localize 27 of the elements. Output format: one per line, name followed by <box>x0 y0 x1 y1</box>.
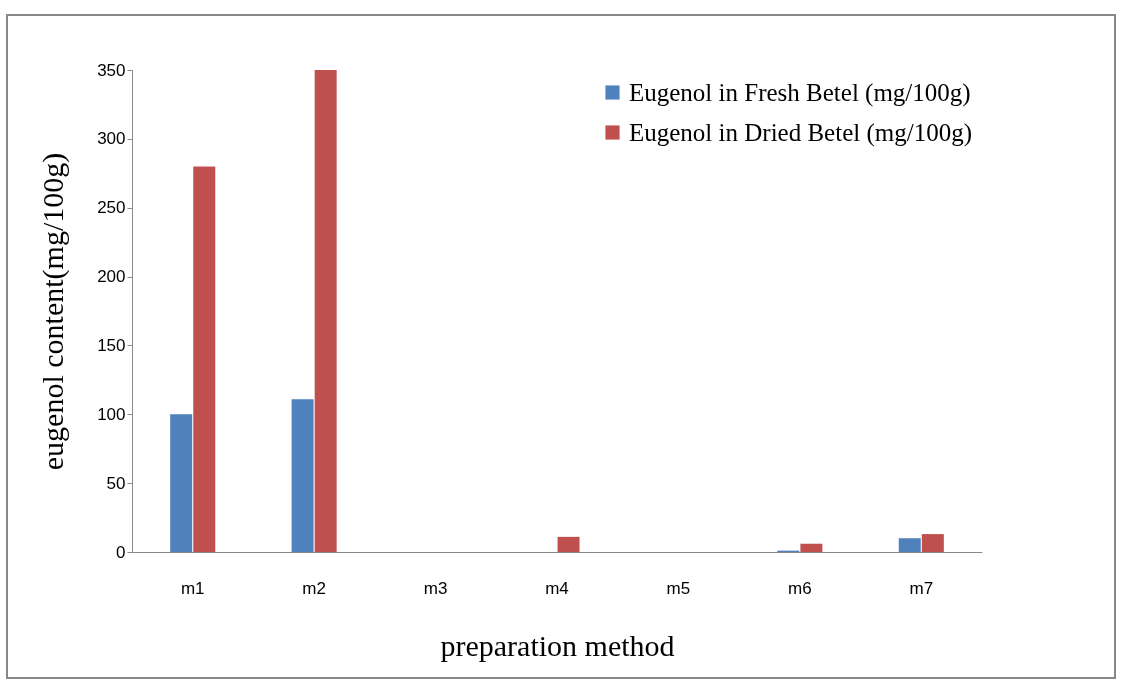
x-tick-label: m6 <box>788 578 812 598</box>
legend-label: Eugenol in Fresh Betel (mg/100g) <box>629 78 971 107</box>
bar <box>193 166 216 552</box>
bar <box>170 414 193 552</box>
x-axis-title: preparation method <box>440 628 675 662</box>
x-tick-label: m5 <box>666 578 691 598</box>
x-tick-label: m7 <box>909 578 934 598</box>
bar <box>921 534 944 552</box>
y-tick-label: 300 <box>97 129 126 149</box>
y-tick-label: 350 <box>97 60 126 80</box>
y-axis-title: eugenol content(mg/100g) <box>36 152 71 471</box>
y-tick-label: 50 <box>106 473 126 493</box>
y-tick-label: 200 <box>97 267 126 287</box>
x-tick-label: m3 <box>423 578 448 598</box>
legend-label: Eugenol in Dried Betel (mg/100g) <box>629 118 972 147</box>
y-tick-label: 0 <box>116 542 126 562</box>
x-tick-label: m4 <box>545 578 569 598</box>
bar <box>898 538 921 552</box>
bar <box>314 70 337 552</box>
bar <box>800 543 823 552</box>
y-tick-label: 150 <box>97 335 126 355</box>
x-tick-label: m1 <box>180 578 205 598</box>
bar <box>291 399 314 552</box>
bar <box>557 536 580 552</box>
x-tick-label: m2 <box>302 578 326 598</box>
y-tick-label: 100 <box>97 404 126 424</box>
y-tick-label: 250 <box>97 198 126 218</box>
